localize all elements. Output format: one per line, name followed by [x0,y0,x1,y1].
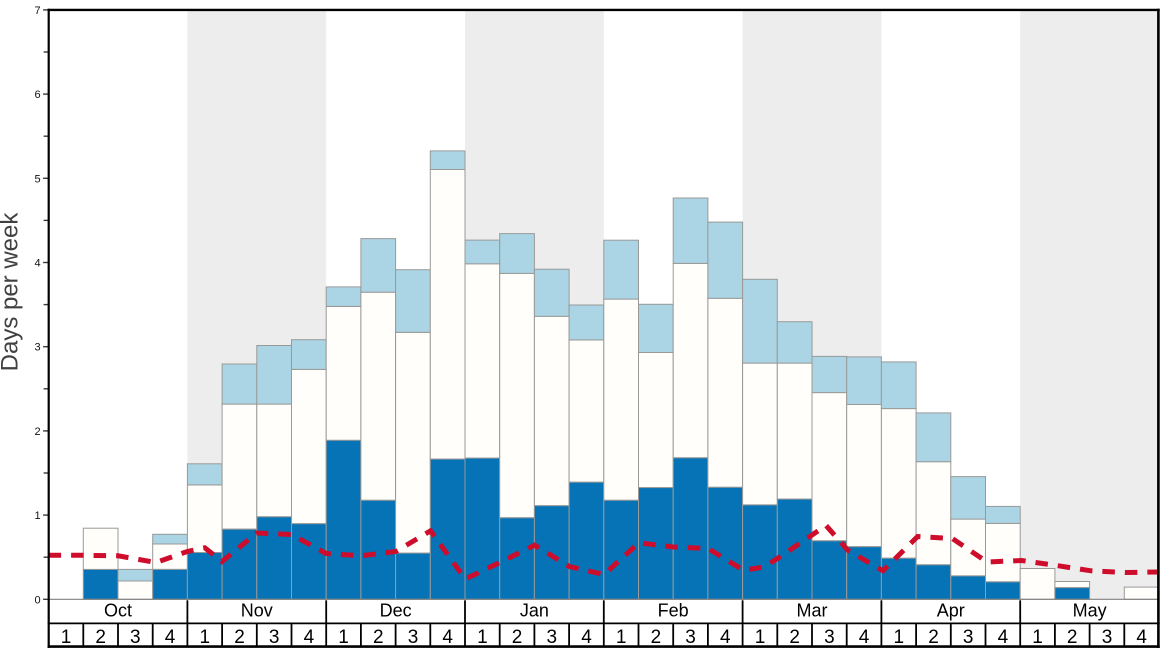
svg-text:2: 2 [928,627,939,648]
svg-text:3: 3 [547,627,558,648]
svg-text:3: 3 [824,627,835,648]
svg-text:2: 2 [1067,627,1078,648]
svg-text:3: 3 [1102,627,1113,648]
svg-text:Jan: Jan [520,601,549,621]
svg-text:Nov: Nov [241,601,273,621]
svg-text:5: 5 [34,173,40,185]
svg-text:1: 1 [338,627,349,648]
svg-text:1: 1 [894,627,905,648]
svg-text:3: 3 [34,342,40,354]
svg-text:May: May [1073,601,1107,621]
svg-text:4: 4 [1136,627,1147,648]
svg-text:Dec: Dec [380,601,412,621]
svg-text:3: 3 [130,627,141,648]
svg-text:1: 1 [1032,627,1043,648]
svg-text:2: 2 [95,627,106,648]
svg-text:7: 7 [34,5,40,17]
svg-text:4: 4 [720,627,731,648]
svg-text:2: 2 [651,627,662,648]
svg-text:3: 3 [685,627,696,648]
svg-text:1: 1 [200,627,211,648]
svg-text:2: 2 [512,627,523,648]
svg-text:Mar: Mar [797,601,828,621]
svg-text:Apr: Apr [937,601,965,621]
svg-text:1: 1 [755,627,766,648]
svg-text:4: 4 [859,627,870,648]
svg-text:Feb: Feb [658,601,689,621]
svg-text:1: 1 [61,627,72,648]
svg-text:4: 4 [165,627,176,648]
svg-text:6: 6 [34,89,40,101]
svg-text:4: 4 [304,627,315,648]
svg-text:Days per week: Days per week [0,212,24,372]
svg-text:2: 2 [789,627,800,648]
svg-text:2: 2 [373,627,384,648]
svg-text:1: 1 [616,627,627,648]
svg-text:2: 2 [34,426,40,438]
svg-text:4: 4 [442,627,453,648]
svg-text:3: 3 [269,627,280,648]
svg-text:Oct: Oct [104,601,132,621]
svg-text:0: 0 [34,594,40,606]
svg-text:4: 4 [998,627,1009,648]
svg-text:3: 3 [408,627,419,648]
svg-text:1: 1 [477,627,488,648]
svg-text:3: 3 [963,627,974,648]
svg-text:2: 2 [234,627,245,648]
svg-text:4: 4 [34,258,40,270]
svg-text:1: 1 [34,510,40,522]
svg-text:4: 4 [581,627,592,648]
